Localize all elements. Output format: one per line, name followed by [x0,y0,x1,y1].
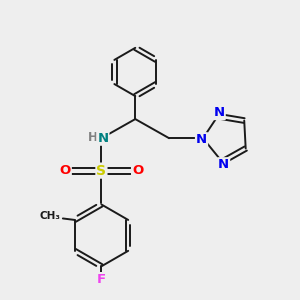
Text: H: H [88,131,98,144]
Text: S: S [96,164,106,178]
Text: N: N [214,106,225,119]
Text: N: N [218,158,229,171]
Text: F: F [97,273,106,286]
Text: N: N [196,133,207,146]
Text: N: N [97,132,109,145]
Text: O: O [132,164,143,177]
Text: O: O [60,164,71,177]
Text: CH₃: CH₃ [39,211,60,220]
